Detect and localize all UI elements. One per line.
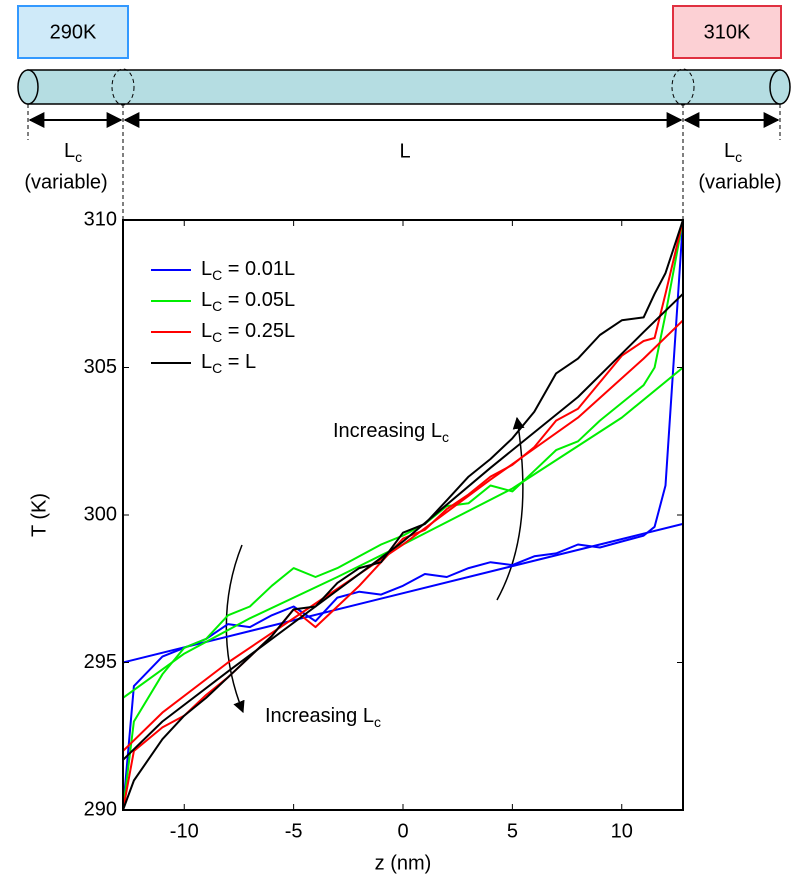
- length-label: Lc: [724, 140, 742, 164]
- legend-label: LC = L: [201, 351, 256, 375]
- y-tick-label: 290: [84, 798, 117, 820]
- fit-line: [122, 522, 684, 664]
- series-line: [122, 219, 684, 811]
- hot-box: [672, 5, 782, 59]
- x-tick-label: -10: [170, 820, 199, 842]
- x-tick-label: -5: [285, 820, 303, 842]
- rod-end: [769, 69, 791, 105]
- series-line: [122, 219, 684, 811]
- x-tick-label: 10: [611, 820, 633, 842]
- annotation-arrow: [496, 416, 525, 601]
- fit-line: [122, 319, 684, 752]
- legend-label: LC = 0.01L: [201, 258, 295, 282]
- y-tick-label: 295: [84, 651, 117, 673]
- cold-box: [17, 5, 129, 59]
- hot-label: 310K: [704, 21, 751, 43]
- x-tick-label: 5: [507, 820, 518, 842]
- length-label: Lc: [64, 140, 82, 164]
- y-tick-label: 310: [84, 208, 117, 230]
- series-line: [122, 219, 684, 811]
- length-note: (variable): [24, 171, 107, 193]
- x-axis-label: z (nm): [375, 852, 432, 874]
- x-tick-label: 0: [397, 820, 408, 842]
- fit-line: [122, 366, 684, 699]
- diagram: 290K 310K Lc (variable) L Lc (variable): [17, 5, 791, 220]
- annotation: Increasing Lc: [333, 420, 449, 444]
- annotation: Increasing Lc: [265, 705, 381, 729]
- legend-label: LC = 0.25L: [201, 320, 295, 344]
- y-axis-label: T (K): [28, 493, 50, 537]
- annotation-arrow: [225, 544, 245, 714]
- fit-line: [122, 293, 684, 761]
- rod-end: [17, 69, 39, 105]
- cold-label: 290K: [50, 21, 97, 43]
- length-label: L: [399, 140, 410, 162]
- rod: [27, 69, 781, 105]
- guides: [27, 104, 781, 220]
- series-line: [122, 219, 684, 811]
- legend-label: LC = 0.05L: [201, 289, 295, 313]
- y-tick-label: 305: [84, 356, 117, 378]
- length-note: (variable): [698, 171, 781, 193]
- y-tick-label: 300: [84, 503, 117, 525]
